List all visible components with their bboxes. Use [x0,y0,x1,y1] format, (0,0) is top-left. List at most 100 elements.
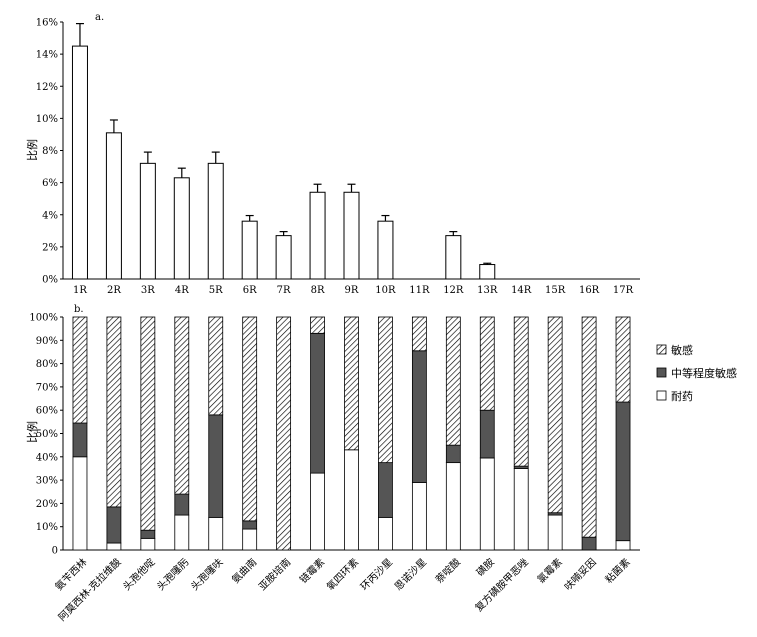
panel-b-chart: b. 比例 010%20%30%40%50%60%70%80%90%100%氨苄… [25,304,640,624]
panel-a-y-tick-label: 8% [42,146,58,157]
panel-b-bar-segment-hatch [276,316,292,551]
panel-b-bar-segment-hatch [242,316,258,522]
legend-label: 敏感 [671,343,693,357]
panel-b-y-tick-label: 50% [36,429,58,440]
panel-a-bar [445,235,462,280]
panel-a-x-tick-label: 7R [277,285,291,296]
panel-b-bar-segment-white [378,516,393,551]
panel-b-y-tick-label: 0 [52,546,58,557]
panel-a-x-tick-label: 5R [209,285,223,296]
legend-swatch-white [656,390,667,401]
panel-b-y-tick-label: 90% [36,336,58,347]
panel-a-label: a. [95,12,104,23]
panel-b-bar-segment-dark [242,520,258,530]
panel-a-bar [71,45,88,280]
panel-b-bar-segment-dark [310,332,325,474]
panel-b-bar-segment-white [208,516,224,551]
panel-b-x-tick-label: 环丙沙星 [358,556,395,593]
panel-a-y-tick-label: 2% [42,242,58,253]
panel-a-x-tick-label: 13R [477,285,498,296]
panel-b-bar-segment-dark [445,444,461,464]
panel-b-bar-segment-hatch [411,316,427,352]
panel-b-bar-segment-dark [479,409,495,459]
panel-b-bar-segment-white [310,472,325,551]
panel-b-x-tick-label: 恩诺沙星 [392,556,429,593]
panel-b-bar-segment-hatch [479,316,495,411]
panel-a-y-tick-label: 16% [36,18,58,29]
legend-label: 耐药 [671,390,693,403]
panel-b-bar-segment-white [344,449,359,551]
panel-a-y-tick-label: 14% [36,50,58,61]
panel-b-bar-segment-dark [140,529,156,539]
panel-a-x-tick-label: 1R [73,285,87,296]
panel-b-label: b. [74,304,84,315]
panel-b-x-tick-label: 萘啶酸 [433,555,463,585]
panel-a-y-tick-label: 4% [42,210,58,221]
panel-b-bar-segment-hatch [445,316,461,446]
panel-b-x-tick-label: 氯霉素 [534,555,564,585]
panel-a-x-tick-label: 9R [345,285,359,296]
panel-b-x-tick-label: 氨曲南 [229,555,259,585]
panel-a-y-tick-label: 0% [42,275,58,286]
panel-b-bar-segment-white [242,528,258,551]
panel-b-bar-segment-hatch [310,316,325,334]
panel-a-x-tick-label: 16R [579,285,600,296]
panel-a-x-tick-label: 17R [613,285,634,296]
panel-b-bar-segment-white [174,514,190,551]
panel-a-x-tick-label: 14R [511,285,532,296]
panel-b-x-tick-label: 头孢他啶 [120,555,157,592]
panel-b-bar-segment-white [106,542,122,551]
panel-b-bar-segment-dark [106,506,122,544]
panel-b-y-tick-label: 80% [36,359,58,370]
panel-b-bar-segment-white [615,540,631,551]
panel-b-bar-segment-hatch [615,316,631,403]
panel-b-bar-segment-white [547,514,563,551]
panel-b-bar-segment-dark [378,462,393,518]
panel-b-y-tick-label: 70% [36,382,58,393]
panel-b-bar-segment-hatch [72,316,88,424]
legend-swatch-hatch [656,344,667,355]
panel-b-bar-segment-hatch [344,316,359,451]
panel-b-bar-segment-white [140,537,156,551]
panel-b-bar-segment-white [445,462,461,551]
legend-label: 中等程度敏感 [671,366,737,380]
panel-a-bar [173,177,190,280]
panel-b-bar-segment-white [513,468,529,551]
panel-b-x-tick-label: 氧四环素 [324,555,361,592]
panel-a-x-tick-label: 4R [175,285,189,296]
panel-a-bar [139,162,156,280]
panel-a-bar [105,132,122,280]
panel-a-x-tick-label: 6R [243,285,257,296]
panel-a-bar [275,235,292,280]
panel-b-x-tick-label: 头孢噻呋 [188,555,225,592]
panel-b-y-tick-label: 10% [36,522,58,533]
panel-b-y-tick-label: 60% [36,406,58,417]
panel-b-x-tick-label: 头孢噻肟 [154,555,191,592]
panel-b-x-tick-label: 粘菌素 [602,555,632,585]
panel-b-bar-segment-white [72,456,88,551]
panel-b-y-tick-label: 100% [29,313,58,324]
panel-b-bar-segment-hatch [106,316,122,508]
panel-a-chart: a. 比例 0% 2% 4% 6% 8% 10% 12% 14% 16% 1R 2R 3R 4R 5R 6R… [25,12,640,296]
panel-a-y-axis-label: 比例 [25,139,39,161]
panel-b-y-axis-label: 比例 [25,421,39,443]
panel-b-y-tick-label: 30% [36,476,58,487]
panel-a-bar [207,162,224,280]
panel-b-bar-segment-hatch [208,316,224,416]
panel-b-bar-segment-dark [174,493,190,516]
panel-b-bar-segment-hatch [140,316,156,531]
panel-b-bar-segment-dark [208,414,224,518]
panel-b-x-tick-label: 磺胺 [474,555,497,578]
legend-swatch-dark [656,367,667,378]
panel-b-y-tick-label: 40% [36,452,58,463]
panel-b-x-tick-label: 呋喃妥因 [561,555,598,592]
panel-b-bar-segment-dark [581,536,597,551]
panel-b-bar-segment-white [479,457,495,551]
panel-a-x-tick-label: 8R [311,285,325,296]
panel-b-y-tick-label: 20% [36,499,58,510]
panel-a-x-tick-label: 15R [545,285,566,296]
panel-b-x-tick-label: 阿莫西林-克拉维酸 [55,555,123,623]
panel-b-x-tick-label: 链霉素 [297,555,327,585]
